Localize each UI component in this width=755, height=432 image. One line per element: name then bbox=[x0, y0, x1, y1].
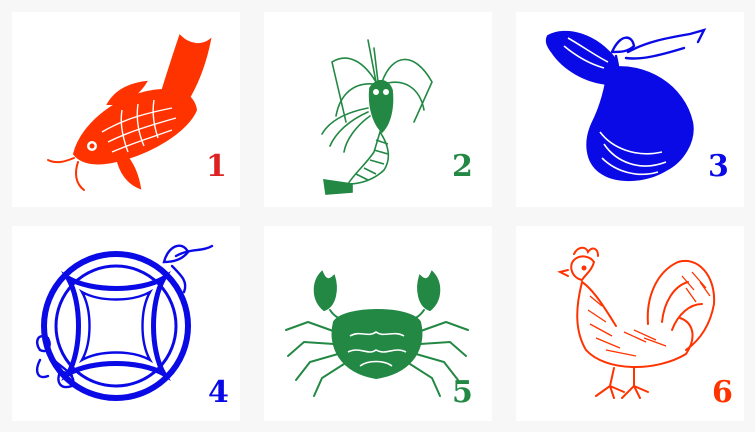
tile-6: 6 bbox=[516, 226, 744, 421]
crab-icon bbox=[285, 270, 469, 397]
tile-number: 5 bbox=[452, 375, 473, 410]
tile-2: 2 bbox=[264, 12, 492, 207]
tile-3: 3 bbox=[516, 12, 744, 207]
tile-number: 1 bbox=[206, 149, 227, 184]
tile-5: 5 bbox=[264, 226, 492, 421]
tile-number: 4 bbox=[208, 375, 229, 410]
tile-number: 6 bbox=[712, 375, 733, 410]
carp-fish-icon bbox=[47, 34, 212, 191]
rooster-icon bbox=[557, 246, 716, 399]
money-bag-icon bbox=[545, 28, 707, 182]
coin-charm-icon bbox=[36, 244, 214, 401]
tile-4: 4 bbox=[12, 226, 240, 421]
tile-number: 3 bbox=[708, 149, 729, 184]
shrimp-icon bbox=[321, 39, 433, 195]
tile-number: 2 bbox=[452, 149, 473, 184]
tile-1: 1 bbox=[12, 12, 240, 207]
